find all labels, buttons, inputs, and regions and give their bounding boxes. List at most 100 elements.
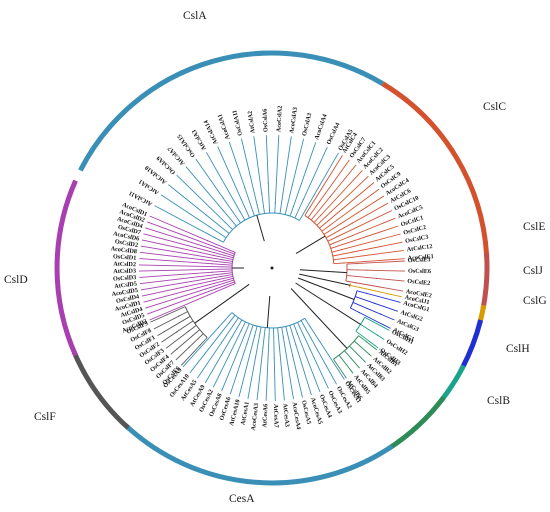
leaf-branch xyxy=(175,333,204,361)
leaf-branch xyxy=(238,325,258,397)
clade-ring-segment xyxy=(459,319,484,371)
clade-ring-segment xyxy=(381,81,490,257)
branch-node xyxy=(274,202,276,204)
branch-node xyxy=(362,255,364,257)
branch-node xyxy=(203,249,205,251)
leaf-branch xyxy=(168,184,230,234)
leaf-branch xyxy=(150,306,186,323)
branch-node xyxy=(319,200,321,202)
leaf-branch xyxy=(229,324,254,395)
leaf-branch xyxy=(154,205,224,243)
branch-node xyxy=(358,311,360,314)
branch-node xyxy=(204,288,206,290)
leaf-branch xyxy=(307,159,350,218)
leaf-branch xyxy=(138,264,233,268)
branch-node xyxy=(368,353,370,355)
branch-node xyxy=(372,321,375,323)
branch-node xyxy=(268,337,270,339)
leaf-branch xyxy=(355,296,398,312)
leaf-branch xyxy=(350,307,391,329)
leaf-branch xyxy=(330,225,399,249)
leaf-branch xyxy=(185,166,237,227)
leaf-branch xyxy=(212,321,246,388)
branch-node xyxy=(267,182,269,184)
leaf-branch xyxy=(139,270,233,278)
leaf-label: AcoCslA1 xyxy=(217,113,232,140)
clade-stem xyxy=(299,273,351,286)
clade-labels: CslA CslC CslE CslJ CslG CslH CslB CesA … xyxy=(4,10,547,505)
branch-node xyxy=(222,197,224,199)
leaf-branch xyxy=(346,269,406,272)
branch-node xyxy=(292,355,294,357)
branch-node xyxy=(370,366,372,368)
leaf-branch xyxy=(297,322,329,389)
leaf-label: AcoCslE1 xyxy=(407,253,434,262)
root-node xyxy=(270,266,274,270)
leaf-label: AcoCslE2 xyxy=(405,288,432,299)
leaf-branch xyxy=(176,174,233,230)
clade-stem xyxy=(290,288,348,349)
leaf-label: AtCesA7 xyxy=(272,404,280,428)
leaf-branch xyxy=(256,327,266,401)
branch-node xyxy=(366,269,368,271)
leaf-label: AcoCslD5 xyxy=(111,287,138,298)
leaf-label: OsCslE2 xyxy=(407,278,431,287)
leaf-label: OsCslE1 xyxy=(408,256,431,264)
leaf-label: AtCslD2 xyxy=(113,261,136,269)
branch-node xyxy=(207,240,209,242)
leaf-label: OsCslD2 xyxy=(114,238,138,249)
clade-label-cesa: CesA xyxy=(229,493,255,505)
leaf-label: OsCslE6 xyxy=(408,268,431,276)
leaf-label: AtCslD3 xyxy=(113,268,136,276)
leaf-branch xyxy=(304,154,343,216)
branch-node xyxy=(176,348,178,350)
leaf-branch xyxy=(253,136,265,214)
leaf-label: AtCesA6 xyxy=(261,404,269,428)
leaf-branch xyxy=(352,301,395,321)
branch-node xyxy=(296,332,298,334)
leaf-branch xyxy=(197,317,239,379)
leaf-branch xyxy=(195,158,241,224)
clade-label-cslb: CslB xyxy=(487,395,510,407)
branch-node xyxy=(343,262,345,264)
branch-node xyxy=(330,210,332,213)
branch-node xyxy=(188,346,190,349)
clade-stem xyxy=(194,283,250,324)
leaf-branch xyxy=(140,274,233,291)
branch-node xyxy=(222,210,224,212)
leaf-branch xyxy=(274,135,280,214)
leaf-branch xyxy=(294,146,328,219)
clade-stem xyxy=(299,269,347,274)
clade-stem xyxy=(256,214,265,242)
leaf-branch xyxy=(279,136,292,214)
branch-node xyxy=(341,249,343,251)
branch-node xyxy=(240,330,242,332)
leaf-branch xyxy=(149,283,236,321)
leaf-label: AcoCesA3 xyxy=(250,403,260,431)
clade-stem xyxy=(297,277,355,300)
branch-node xyxy=(221,266,223,268)
leaf-branch xyxy=(327,210,393,242)
leaf-branch xyxy=(240,138,260,215)
branch-node xyxy=(212,280,214,282)
leaf-branch xyxy=(161,320,194,343)
leaf-branch xyxy=(265,135,271,214)
branch-node xyxy=(380,313,382,315)
branch-node xyxy=(208,226,210,228)
leaf-branch xyxy=(281,327,294,400)
branch-node xyxy=(231,336,233,338)
leaf-branch xyxy=(147,221,235,255)
clade-ring xyxy=(54,50,490,486)
leaf-branch xyxy=(277,327,285,401)
leaf-label: AtCslD5 xyxy=(114,280,137,290)
leaf-branch xyxy=(217,146,250,218)
branch-node xyxy=(199,344,201,346)
branch-node xyxy=(340,223,342,225)
branch-node xyxy=(163,331,165,333)
branch-node xyxy=(366,292,368,294)
branch-node xyxy=(214,236,216,239)
leaf-label: AtCesA3 xyxy=(281,403,290,427)
leaf-branch xyxy=(143,277,234,303)
branch-node xyxy=(237,350,239,352)
leaf-branch xyxy=(170,329,200,355)
